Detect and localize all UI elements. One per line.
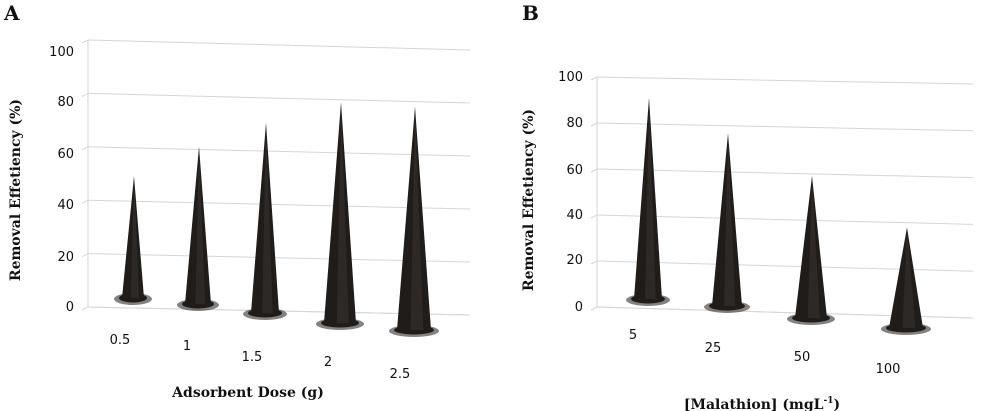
gridline-b [596, 122, 974, 132]
x-tick-label-a: 1.5 [242, 350, 263, 365]
gridline-a [87, 199, 471, 210]
x-tick-label-b: 50 [794, 350, 811, 365]
cone-b [704, 133, 750, 313]
gridline-stub-b [590, 214, 598, 219]
cone-a [114, 176, 152, 305]
gridline-stub-b [590, 76, 598, 81]
y-tick-label-a: 20 [57, 250, 74, 265]
cone-highlight [130, 176, 140, 298]
y-tick-label-b: 100 [558, 70, 583, 85]
cone-b [787, 175, 835, 325]
x-axis-title-b: [Malathion] (mgL-1) [684, 396, 840, 411]
x-axis-title-b-main: [Malathion] (mgL [684, 397, 824, 411]
chart-b: B Removal Effetiency (%) [Malathion] (mg… [521, 1, 974, 411]
y-ticks-a: 0 20 40 60 80 100 [49, 45, 74, 315]
cone-b [881, 227, 931, 335]
x-tick-label-b: 5 [629, 328, 637, 343]
cone-highlight [724, 133, 736, 306]
x-axis-title-a: Adsorbent Dose (g) [171, 385, 324, 401]
cone-a [389, 106, 439, 337]
gridline-stub-a [81, 253, 89, 258]
x-tick-label-a: 2 [324, 355, 332, 370]
y-tick-label-b: 20 [566, 253, 583, 268]
gridline-stub-a [81, 146, 89, 151]
gridline-b [596, 76, 974, 85]
gridline-b [596, 168, 974, 179]
cone-highlight [807, 175, 820, 318]
gridline-stub-a [81, 199, 89, 204]
gridline-a [87, 146, 471, 157]
y-tick-label-a: 40 [57, 198, 74, 213]
x-tick-label-b: 25 [705, 341, 722, 356]
y-tick-label-a: 0 [66, 300, 74, 315]
y-tick-label-a: 60 [57, 147, 74, 162]
y-axis-title-a: Removal Effetiency (%) [8, 99, 24, 281]
panel-label-b: B [522, 1, 539, 25]
cones-a [114, 102, 439, 337]
y-tick-label-a: 80 [57, 95, 74, 110]
y-tick-label-b: 60 [566, 163, 583, 178]
cone-highlight [902, 227, 916, 328]
y-axis-title-b: Removal Effetiency (%) [521, 109, 537, 291]
gridline-stub-a [81, 39, 89, 44]
chart-a: A Removal Effetiency (%) Adsorbent Dose … [3, 1, 471, 401]
x-tick-label-b: 100 [876, 362, 901, 377]
cones-b [626, 97, 931, 335]
gridline-a [87, 92, 471, 104]
gridline-stub-b [590, 260, 598, 265]
gridline-stub-a [81, 306, 89, 311]
cone-highlight [262, 122, 273, 313]
y-tick-label-b: 40 [566, 208, 583, 223]
cone-a [243, 122, 287, 320]
cone-b [626, 97, 670, 306]
x-axis-title-b-sup: -1 [824, 396, 834, 406]
panel-label-a: A [3, 1, 20, 25]
cone-highlight [195, 146, 206, 304]
y-ticks-b: 0 20 40 60 80 100 [558, 70, 583, 315]
gridline-b [596, 214, 974, 225]
grid-b [590, 76, 974, 319]
gridline-stub-b [590, 122, 598, 127]
gridline-stub-b [590, 168, 598, 173]
x-axis-title-b-end: ) [834, 397, 841, 411]
y-tick-label-a: 100 [49, 45, 74, 60]
x-tick-label-a: 1 [183, 339, 191, 354]
x-tick-label-a: 2.5 [390, 367, 411, 382]
gridline-stub-b [590, 306, 598, 311]
cone-highlight [410, 106, 424, 331]
x-tick-label-a: 0.5 [110, 333, 131, 348]
y-tick-label-b: 0 [575, 300, 583, 315]
x-ticks-a: 0.5 1 1.5 2 2.5 [110, 333, 411, 382]
cone-highlight [336, 102, 349, 324]
gridline-a [87, 39, 471, 51]
y-tick-label-b: 80 [566, 116, 583, 131]
cone-a [177, 146, 219, 311]
gridline-stub-a [81, 92, 89, 97]
cone-highlight [645, 97, 656, 299]
cone-a [316, 102, 364, 330]
x-ticks-b: 5 25 50 100 [629, 328, 901, 377]
